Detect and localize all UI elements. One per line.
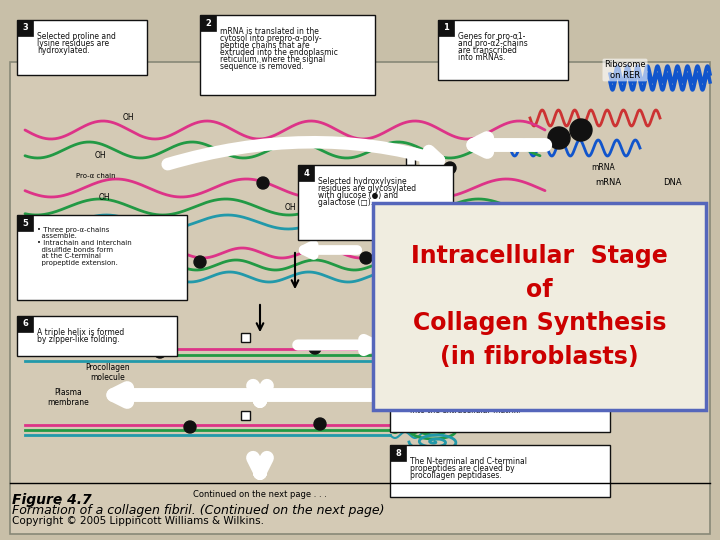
Text: lysine residues are: lysine residues are bbox=[37, 39, 109, 48]
Circle shape bbox=[438, 418, 452, 432]
Text: assemble.: assemble. bbox=[37, 233, 77, 240]
Text: residues are glycosylated: residues are glycosylated bbox=[318, 184, 416, 193]
Text: with glucose (●) and: with glucose (●) and bbox=[318, 191, 398, 200]
Text: Figure 4.7: Figure 4.7 bbox=[12, 493, 91, 507]
Bar bbox=[135, 240, 145, 249]
Bar bbox=[390, 445, 406, 461]
Text: reticulum, where the signal: reticulum, where the signal bbox=[220, 55, 325, 64]
Text: OH: OH bbox=[284, 203, 296, 212]
Text: • Three pro-α-chains: • Three pro-α-chains bbox=[37, 227, 109, 233]
Bar bbox=[17, 20, 33, 36]
Text: and pro-α2-chains: and pro-α2-chains bbox=[458, 39, 528, 48]
Text: The procollagen molecule is: The procollagen molecule is bbox=[410, 392, 517, 401]
Circle shape bbox=[444, 162, 456, 174]
Text: at the C-terminal: at the C-terminal bbox=[37, 253, 101, 259]
Text: cytosol into prepro-α-poly-: cytosol into prepro-α-poly- bbox=[220, 34, 322, 43]
Bar bbox=[240, 333, 250, 341]
FancyBboxPatch shape bbox=[10, 62, 710, 534]
Text: Copyright © 2005 Lippincott Williams & Wilkins.: Copyright © 2005 Lippincott Williams & W… bbox=[12, 516, 264, 526]
Bar bbox=[200, 15, 216, 31]
Text: propeptide extension.: propeptide extension. bbox=[37, 260, 118, 266]
Text: into the extracellular matrix.: into the extracellular matrix. bbox=[410, 406, 521, 415]
Text: Selected proline and: Selected proline and bbox=[37, 32, 116, 41]
FancyBboxPatch shape bbox=[298, 165, 453, 240]
Circle shape bbox=[257, 177, 269, 189]
Text: • Intrachain and interchain: • Intrachain and interchain bbox=[37, 240, 132, 246]
Text: 2: 2 bbox=[205, 18, 211, 28]
Text: OH: OH bbox=[98, 193, 110, 202]
Text: OH: OH bbox=[122, 113, 134, 122]
Circle shape bbox=[360, 252, 372, 264]
Bar bbox=[446, 321, 454, 329]
Text: Continued on the next page . . .: Continued on the next page . . . bbox=[193, 490, 327, 499]
Bar bbox=[17, 215, 33, 231]
Bar bbox=[438, 20, 454, 36]
Text: 8: 8 bbox=[395, 449, 401, 457]
FancyBboxPatch shape bbox=[17, 316, 177, 356]
FancyBboxPatch shape bbox=[200, 15, 375, 95]
Text: propeptides are cleaved by: propeptides are cleaved by bbox=[410, 464, 515, 473]
Text: galactose (□).: galactose (□). bbox=[318, 198, 373, 207]
Text: are transcribed: are transcribed bbox=[458, 46, 517, 55]
Text: OH: OH bbox=[94, 151, 106, 160]
Bar bbox=[240, 410, 250, 420]
Text: Plasma
membrane: Plasma membrane bbox=[47, 388, 89, 407]
FancyBboxPatch shape bbox=[390, 380, 610, 432]
Circle shape bbox=[184, 421, 196, 433]
Text: mRNA: mRNA bbox=[595, 178, 621, 187]
Text: 5: 5 bbox=[22, 219, 28, 227]
Text: Formation of a collagen fibril. (Continued on the next page): Formation of a collagen fibril. (Continu… bbox=[12, 504, 384, 517]
Text: Ribosome
on RER: Ribosome on RER bbox=[604, 60, 646, 80]
FancyBboxPatch shape bbox=[438, 20, 568, 80]
Text: into mRNAs.: into mRNAs. bbox=[458, 53, 505, 62]
Text: disulfide bonds form: disulfide bonds form bbox=[37, 246, 113, 253]
Text: Genes for pro-α1-: Genes for pro-α1- bbox=[458, 32, 526, 41]
FancyBboxPatch shape bbox=[373, 202, 706, 410]
Text: hydroxylated.: hydroxylated. bbox=[37, 46, 90, 55]
Text: procollagen peptidases.: procollagen peptidases. bbox=[410, 471, 502, 480]
Text: DNA: DNA bbox=[662, 178, 681, 187]
Text: 7: 7 bbox=[395, 383, 401, 393]
Text: sequence is removed.: sequence is removed. bbox=[220, 62, 304, 71]
Circle shape bbox=[548, 127, 570, 149]
Circle shape bbox=[448, 331, 462, 345]
FancyBboxPatch shape bbox=[17, 215, 187, 300]
Text: mRNA is translated in the: mRNA is translated in the bbox=[220, 27, 319, 36]
Circle shape bbox=[194, 256, 206, 268]
Text: 6: 6 bbox=[22, 320, 28, 328]
Circle shape bbox=[154, 346, 166, 358]
Text: 4: 4 bbox=[303, 168, 309, 178]
Circle shape bbox=[309, 342, 321, 354]
Circle shape bbox=[314, 418, 326, 430]
Text: peptide chains that are: peptide chains that are bbox=[220, 41, 310, 50]
Text: The N-terminal and C-terminal: The N-terminal and C-terminal bbox=[410, 457, 527, 466]
Text: extruded into the endoplasmic: extruded into the endoplasmic bbox=[220, 48, 338, 57]
Text: Intracellular  Stage
of
Collagen Synthesis
(in fibroblasts): Intracellular Stage of Collagen Synthesi… bbox=[411, 244, 667, 369]
Text: mRNA: mRNA bbox=[591, 163, 615, 172]
Text: 1: 1 bbox=[443, 24, 449, 32]
Text: OH: OH bbox=[309, 173, 321, 182]
Text: C-terminal
propeptide
extension: C-terminal propeptide extension bbox=[422, 267, 464, 297]
Bar bbox=[405, 156, 415, 165]
Text: Selected hydroxylysine: Selected hydroxylysine bbox=[318, 177, 407, 186]
FancyBboxPatch shape bbox=[17, 20, 147, 75]
Bar bbox=[436, 408, 444, 417]
Text: A triple helix is formed: A triple helix is formed bbox=[37, 328, 125, 337]
FancyBboxPatch shape bbox=[390, 445, 610, 497]
Text: Procollagen
molecule: Procollagen molecule bbox=[86, 362, 130, 382]
Bar bbox=[390, 380, 406, 396]
Circle shape bbox=[570, 119, 592, 141]
Bar bbox=[298, 165, 314, 181]
Text: 3: 3 bbox=[22, 24, 28, 32]
Text: by zipper-like folding.: by zipper-like folding. bbox=[37, 335, 120, 344]
Text: Pro-α chain: Pro-α chain bbox=[76, 173, 116, 179]
Bar bbox=[17, 316, 33, 332]
Text: secreted from a Golgi vacuole: secreted from a Golgi vacuole bbox=[410, 399, 525, 408]
